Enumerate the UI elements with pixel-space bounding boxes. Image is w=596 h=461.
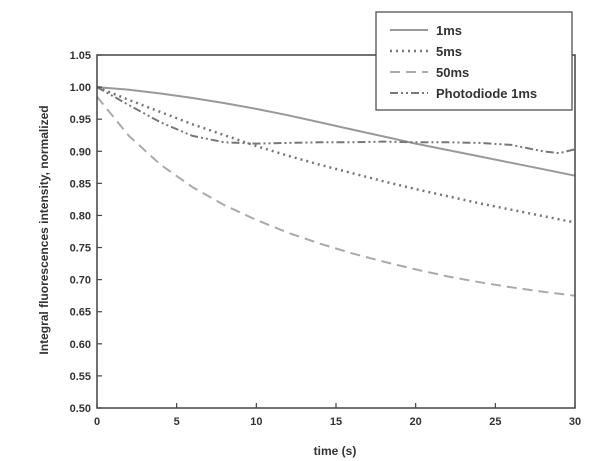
x-tick-label: 5 [174,416,180,428]
x-tick-label: 15 [330,416,342,428]
legend: 1ms 5ms 50ms Photodiode 1ms [375,11,573,111]
y-tick-label: 0.95 [70,114,91,126]
y-tick-label: 0.50 [70,403,91,415]
y-tick-label: 0.60 [70,339,91,351]
series-layer [96,85,576,297]
y-tick-label: 0.65 [70,307,91,319]
x-tick-label: 25 [489,416,501,428]
series-line-0 [96,86,576,177]
y-tick-label: 0.85 [70,178,91,190]
axes-layer: 0 5 10 15 20 25 30 0.50 0.55 0.60 0.65 0.70 0.75 0.80… [70,50,582,428]
y-tick-label: 0.90 [70,146,91,158]
y-tick-label: 0.70 [70,275,91,287]
legend-label-3: Photodiode 1ms [436,86,537,101]
x-tick-label: 0 [94,416,100,428]
y-tick-label: 1.05 [70,50,91,62]
x-tick-label: 10 [250,416,262,428]
y-tick-label: 0.75 [70,243,91,255]
legend-box [375,11,573,111]
y-tick-label: 0.55 [70,371,91,383]
x-tick-label: 30 [569,416,581,428]
y-axis-label: Integral fluorescences intensity, normal… [37,105,51,354]
legend-label-1: 5ms [436,44,462,59]
x-axis-label: time (s) [314,444,357,458]
x-tick-label: 20 [410,416,422,428]
series-line-1 [96,85,576,224]
legend-label-0: 1ms [436,23,462,38]
legend-label-2: 50ms [436,65,469,80]
y-tick-label: 1.00 [70,82,91,94]
y-tick-label: 0.80 [70,210,91,222]
series-line-2 [96,96,576,297]
series-line-3 [96,86,576,155]
